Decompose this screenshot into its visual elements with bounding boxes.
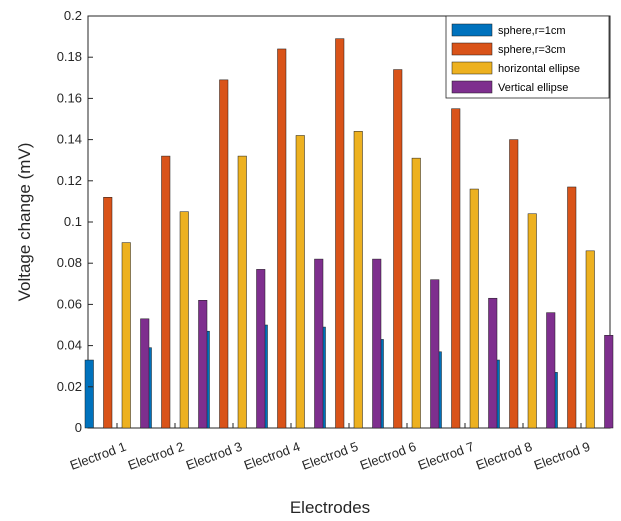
y-tick-label: 0 <box>75 420 82 435</box>
y-tick-label: 0.08 <box>57 255 82 270</box>
y-tick-label: 0.16 <box>57 90 82 105</box>
x-tick-label: Electrod 4 <box>242 439 302 473</box>
bar <box>198 300 208 429</box>
y-tick-label: 0.2 <box>64 8 82 23</box>
bar <box>604 335 614 429</box>
bar <box>140 318 150 429</box>
y-tick-label: 0.12 <box>57 173 82 188</box>
y-tick-label: 0.14 <box>57 132 82 147</box>
bar <box>585 250 595 429</box>
bar <box>335 38 345 429</box>
bar <box>393 69 403 429</box>
bar <box>527 213 537 429</box>
bars-group <box>84 38 614 429</box>
bar <box>546 312 556 429</box>
bar <box>411 157 421 429</box>
y-tick-label: 0.1 <box>64 214 82 229</box>
x-tick-label: Electrod 5 <box>300 439 360 473</box>
x-tick-label: Electrod 7 <box>416 439 476 473</box>
bar <box>237 155 247 429</box>
bar <box>469 188 479 429</box>
y-axis-title: Voltage change (mV) <box>15 143 34 302</box>
x-tick-label: Electrod 1 <box>68 439 128 473</box>
bar <box>84 359 94 429</box>
bar <box>161 155 171 429</box>
bar <box>451 108 461 429</box>
legend-swatch <box>451 61 493 75</box>
bar <box>314 258 324 429</box>
x-axis-title: Electrodes <box>290 498 370 517</box>
x-tick-label: Electrod 3 <box>184 439 244 473</box>
legend-swatch <box>451 23 493 37</box>
y-tick-label: 0.02 <box>57 379 82 394</box>
legend-label: Vertical ellipse <box>498 82 568 94</box>
legend-label: sphere,r=1cm <box>498 25 566 37</box>
bar <box>430 279 440 429</box>
bar <box>256 269 266 429</box>
bar <box>219 79 229 429</box>
x-tick-label: Electrod 9 <box>532 439 592 473</box>
bar <box>372 258 382 429</box>
y-tick-label: 0.04 <box>57 338 82 353</box>
bar <box>277 48 287 429</box>
bar <box>488 297 498 429</box>
x-tick-label: Electrod 2 <box>126 439 186 473</box>
y-axis-ticks: 0 0.02 0.04 0.06 0.08 0.1 0.12 0.14 0.16 0.18 0.2 <box>57 8 93 435</box>
bar <box>567 186 577 429</box>
x-tick-label: Electrod 8 <box>474 439 534 473</box>
legend-label: horizontal ellipse <box>498 63 580 75</box>
x-tick-label: Electrod 6 <box>358 439 418 473</box>
legend: sphere,r=1cm sphere,r=3cm horizontal ellip… <box>445 15 610 99</box>
bar <box>295 135 305 429</box>
bar <box>103 197 113 429</box>
legend-swatch <box>451 42 493 56</box>
bar <box>179 211 189 429</box>
bar <box>353 131 363 429</box>
bar <box>509 139 519 429</box>
legend-swatch <box>451 80 493 94</box>
y-tick-label: 0.06 <box>57 296 82 311</box>
y-tick-label: 0.18 <box>57 49 82 64</box>
bar <box>121 242 131 429</box>
legend-label: sphere,r=3cm <box>498 44 566 56</box>
